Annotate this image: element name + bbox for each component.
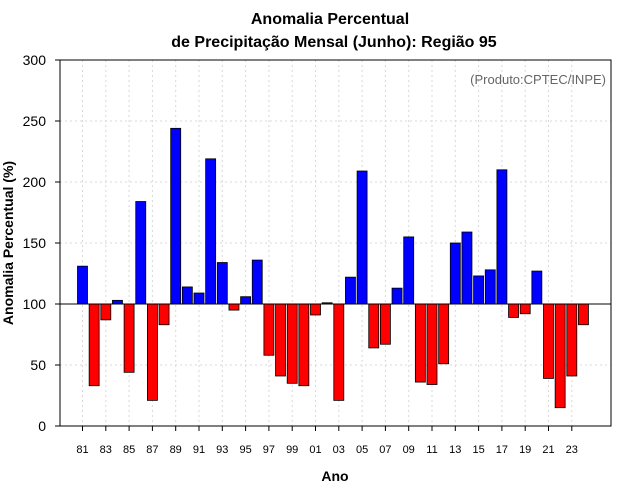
bar-97: [263, 303, 275, 356]
bar-08: [391, 287, 403, 305]
y-tick-label: 200: [23, 174, 47, 190]
x-tick-label: 23: [566, 444, 578, 456]
bar-13: [449, 242, 461, 305]
bar-19: [519, 303, 531, 315]
y-tick-label: 50: [30, 357, 46, 373]
bar-21: [543, 303, 554, 379]
bar-04: [345, 276, 356, 305]
bar-15: [473, 275, 485, 305]
bar-05: [356, 170, 368, 305]
y-tick-label: 0: [38, 418, 46, 434]
bar-00: [298, 303, 310, 387]
bar-98: [275, 303, 286, 377]
source-annotation: (Produto:CPTEC/INPE): [470, 72, 606, 87]
x-tick-label: 11: [426, 444, 437, 456]
bar-96: [251, 259, 263, 305]
y-axis-label: Anomalia Percentual (%): [0, 161, 16, 325]
x-tick-label: 05: [356, 444, 368, 456]
bar-16: [484, 269, 496, 305]
x-tick-label: 17: [496, 444, 508, 456]
chart-title-line2: de Precipitação Mensal (Junho): Região 9…: [171, 34, 497, 51]
bar-14: [461, 231, 473, 305]
bar-93: [216, 262, 228, 305]
bar-91: [193, 292, 205, 305]
x-tick-label: 85: [123, 444, 135, 456]
bar-10: [414, 303, 426, 383]
bar-03: [333, 303, 345, 401]
x-tick-label: 91: [193, 444, 205, 456]
y-axis: 0 50 100 150 200 250 300: [23, 52, 60, 434]
bar-12: [438, 303, 450, 365]
bar-86: [135, 201, 147, 305]
bar-20: [531, 270, 543, 305]
bar-82: [88, 303, 100, 387]
bar-17: [496, 169, 508, 305]
bar-01: [310, 303, 321, 316]
x-tick-label: 13: [449, 444, 461, 456]
bars-layer: [77, 127, 589, 409]
x-tick-label: 99: [286, 444, 298, 456]
bar-09: [403, 236, 415, 305]
x-axis: 81 83 85 87 89 91 93 95 97 99 01 03 05 07 09 11 13 15 17 19…: [76, 426, 578, 456]
bar-23: [566, 303, 578, 377]
bar-22: [554, 303, 566, 409]
bar-84: [112, 299, 123, 305]
x-tick-label: 15: [472, 444, 484, 456]
bar-89: [170, 127, 182, 305]
bar-99: [286, 303, 298, 384]
bar-85: [123, 303, 135, 373]
x-tick-label: 89: [170, 444, 182, 456]
x-tick-label: 81: [76, 444, 88, 456]
x-tick-label: 21: [542, 444, 554, 456]
x-tick-label: 87: [146, 444, 158, 456]
x-tick-label: 93: [216, 444, 228, 456]
bar-92: [205, 158, 217, 305]
bar-83: [100, 303, 112, 321]
bar-87: [146, 303, 158, 401]
x-tick-label: 19: [519, 444, 531, 456]
chart-title-line1: Anomalia Percentual: [251, 11, 409, 28]
y-tick-label: 250: [23, 113, 47, 129]
y-tick-label: 300: [23, 52, 47, 68]
bar-07: [379, 303, 391, 345]
bar-06: [368, 303, 380, 349]
x-tick-label: 95: [239, 444, 251, 456]
x-tick-label: 03: [333, 444, 345, 456]
bar-24: [578, 303, 589, 326]
y-tick-label: 100: [23, 296, 47, 312]
bar-88: [158, 303, 170, 326]
x-axis-label: Ano: [321, 468, 348, 484]
x-tick-label: 97: [263, 444, 275, 456]
bar-95: [240, 296, 252, 305]
bar-90: [181, 286, 193, 305]
bar-81: [77, 265, 88, 305]
x-tick-label: 07: [379, 444, 391, 456]
y-tick-label: 150: [23, 235, 47, 251]
bar-11: [426, 303, 438, 385]
x-tick-label: 83: [100, 444, 112, 456]
x-tick-label: 09: [403, 444, 415, 456]
bar-94: [228, 303, 240, 311]
x-tick-label: 01: [309, 444, 321, 456]
bar-18: [508, 303, 519, 318]
